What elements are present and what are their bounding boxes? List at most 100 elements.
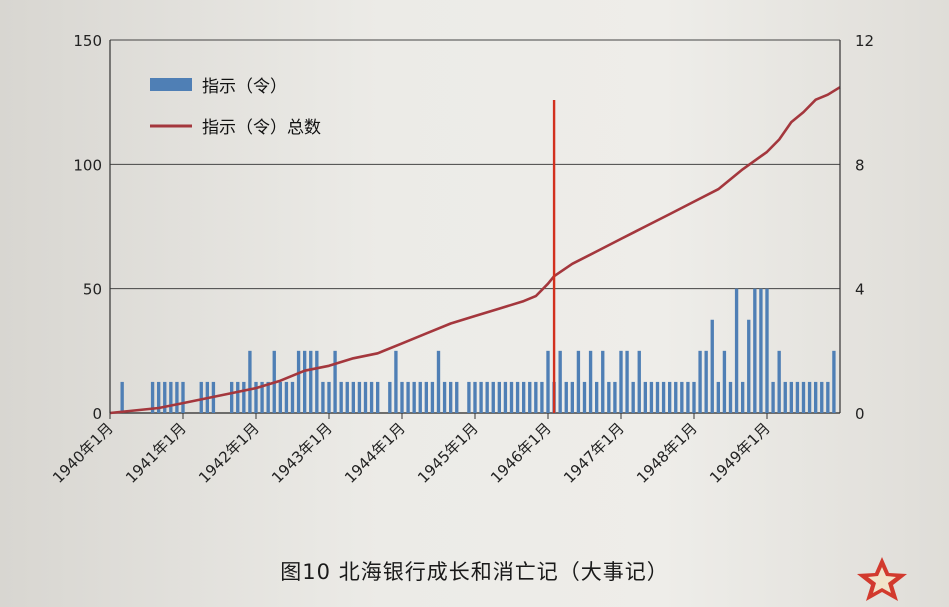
cumulative-line: [109, 86, 841, 415]
bar: [759, 288, 763, 413]
bar: [625, 350, 629, 413]
bar: [175, 381, 179, 413]
bar: [436, 350, 441, 413]
bar: [570, 381, 575, 413]
x-tick-label: 1941年1月: [122, 419, 190, 487]
bar: [199, 381, 203, 413]
bar: [613, 381, 617, 413]
bar: [832, 350, 836, 413]
bar: [564, 381, 568, 413]
bar: [302, 350, 307, 413]
bar: [375, 381, 380, 413]
bar-series: [120, 288, 836, 413]
bar: [753, 288, 757, 413]
bar: [442, 381, 447, 413]
left-tick-label: 150: [73, 32, 102, 50]
right-tick-label: 8: [855, 156, 865, 174]
bar: [448, 381, 453, 413]
bar: [740, 381, 745, 413]
bar: [351, 381, 356, 413]
bar: [826, 381, 830, 413]
bar: [248, 350, 252, 413]
bar: [692, 381, 696, 413]
bar: [455, 381, 459, 413]
bar: [163, 381, 167, 413]
bar: [357, 381, 362, 413]
bar: [394, 350, 398, 413]
bar: [315, 350, 319, 413]
bar: [631, 381, 635, 413]
figure-caption: 图10 北海银行成长和消亡记（大事记）: [280, 560, 669, 584]
left-tick-label: 100: [73, 156, 102, 174]
star-logo-icon: [857, 557, 907, 601]
bar: [418, 381, 422, 413]
bar: [576, 350, 581, 413]
bar: [345, 381, 349, 413]
bar: [546, 350, 550, 413]
bar: [509, 381, 514, 413]
bar: [369, 381, 374, 413]
bar: [765, 288, 769, 413]
bar: [169, 381, 173, 413]
bar: [521, 381, 526, 413]
bar: [534, 381, 538, 413]
bar: [339, 381, 343, 413]
x-tick-label: 1945年1月: [414, 419, 482, 487]
bar: [473, 381, 477, 413]
bar: [491, 381, 495, 413]
x-tick-label: 1946年1月: [487, 419, 555, 487]
right-tick-label: 12: [855, 32, 874, 50]
legend: 指示（令） 指示（令）总数: [150, 77, 321, 138]
bar: [528, 381, 532, 413]
bar: [290, 381, 295, 413]
bar: [254, 381, 258, 413]
bar: [260, 381, 264, 413]
bar: [406, 381, 410, 413]
x-tick-label: 1944年1月: [341, 419, 409, 487]
bar: [363, 381, 368, 413]
bar: [497, 381, 502, 413]
bar: [728, 381, 733, 413]
bar: [150, 381, 155, 413]
bar: [807, 381, 812, 413]
bar: [296, 350, 301, 413]
bar: [716, 381, 721, 413]
bar: [503, 381, 508, 413]
x-tick-label: 1947年1月: [560, 419, 628, 487]
axes: 0 50 100 150 0 4 8 12 1940年1月 1941年1月 1942年1月 1943年…: [49, 32, 874, 487]
bar: [321, 381, 325, 413]
x-tick-label: 1949年1月: [706, 419, 774, 487]
legend-line-label: 指示（令）总数: [202, 118, 321, 138]
cumulative-series: [109, 86, 841, 415]
bar: [327, 381, 331, 413]
bar: [479, 381, 483, 413]
bar: [661, 381, 666, 413]
bar: [388, 381, 392, 413]
bar: [698, 350, 702, 413]
bar: [424, 381, 429, 413]
bar: [789, 381, 794, 413]
bar: [637, 350, 641, 413]
bar: [120, 381, 124, 413]
bar: [181, 381, 185, 413]
bar: [309, 350, 313, 413]
bar: [747, 319, 751, 413]
legend-bar-swatch: [150, 78, 192, 91]
bar: [515, 381, 520, 413]
bar: [242, 381, 246, 413]
bar: [655, 381, 660, 413]
left-tick-label: 0: [92, 405, 102, 423]
x-tick-label: 1940年1月: [49, 419, 117, 487]
bar: [680, 381, 684, 413]
bar: [820, 381, 824, 413]
bar: [734, 288, 739, 413]
bar: [412, 381, 416, 413]
bar: [686, 381, 690, 413]
bar: [540, 381, 544, 413]
bar: [229, 381, 234, 413]
left-tick-label: 50: [83, 281, 102, 299]
bar: [266, 381, 270, 413]
